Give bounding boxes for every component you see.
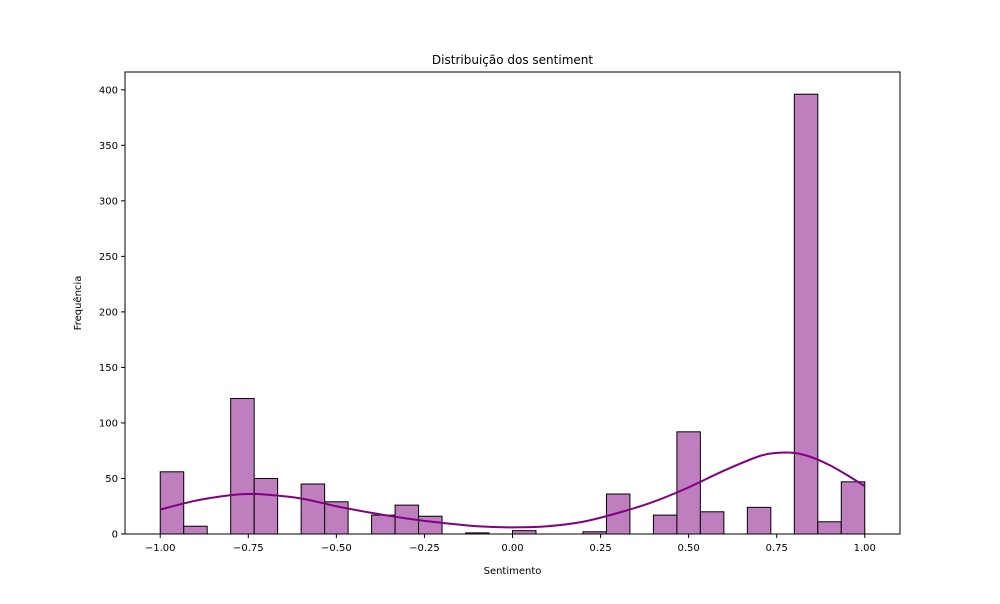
x-tick-label: 0.50	[678, 543, 700, 554]
x-tick-label: 0.75	[766, 543, 788, 554]
x-tick-label: −0.75	[233, 543, 264, 554]
y-tick-label: 200	[99, 307, 118, 318]
x-axis-ticks: −1.00 −0.75 −0.50 −0.25 0.00 0.25 0.50 0.75 1.00	[145, 534, 876, 554]
histogram-bar	[605, 493, 631, 535]
histogram-bar	[371, 514, 396, 535]
x-tick-label: −0.25	[409, 543, 440, 554]
histogram-bar	[699, 511, 725, 535]
x-tick-label: 0.25	[589, 543, 611, 554]
kde-line	[159, 451, 866, 529]
histogram-bar	[652, 514, 678, 535]
histogram-bar	[183, 525, 208, 535]
x-axis-label: Sentimento	[484, 566, 542, 577]
y-tick-label: 300	[99, 196, 118, 207]
histogram-bar	[840, 481, 866, 535]
y-tick-label: 50	[105, 474, 118, 485]
chart-title: Distribuição dos sentiment	[432, 53, 593, 67]
histogram-bar	[300, 483, 326, 535]
y-tick-label: 150	[99, 363, 118, 374]
histogram-bar	[817, 521, 842, 535]
y-tick-label: 0	[112, 530, 118, 541]
y-axis-label: Frequência	[72, 276, 84, 331]
y-tick-label: 100	[99, 418, 118, 429]
x-tick-label: −1.00	[145, 543, 176, 554]
x-tick-label: 1.00	[854, 543, 876, 554]
histogram-bar	[746, 506, 772, 535]
x-tick-label: −0.50	[321, 543, 352, 554]
y-axis-ticks: 0 50 100 150 200 250 300 350 400	[99, 85, 125, 541]
bars-group	[159, 93, 866, 535]
histogram-bar	[159, 471, 185, 535]
histogram-bar	[793, 93, 819, 535]
histogram-bar	[418, 515, 443, 535]
y-tick-label: 400	[99, 85, 118, 96]
histogram-bar	[253, 477, 279, 535]
y-tick-label: 350	[99, 141, 118, 152]
histogram-bar	[230, 398, 255, 535]
y-tick-label: 250	[99, 252, 118, 263]
x-tick-label: 0.00	[501, 543, 523, 554]
